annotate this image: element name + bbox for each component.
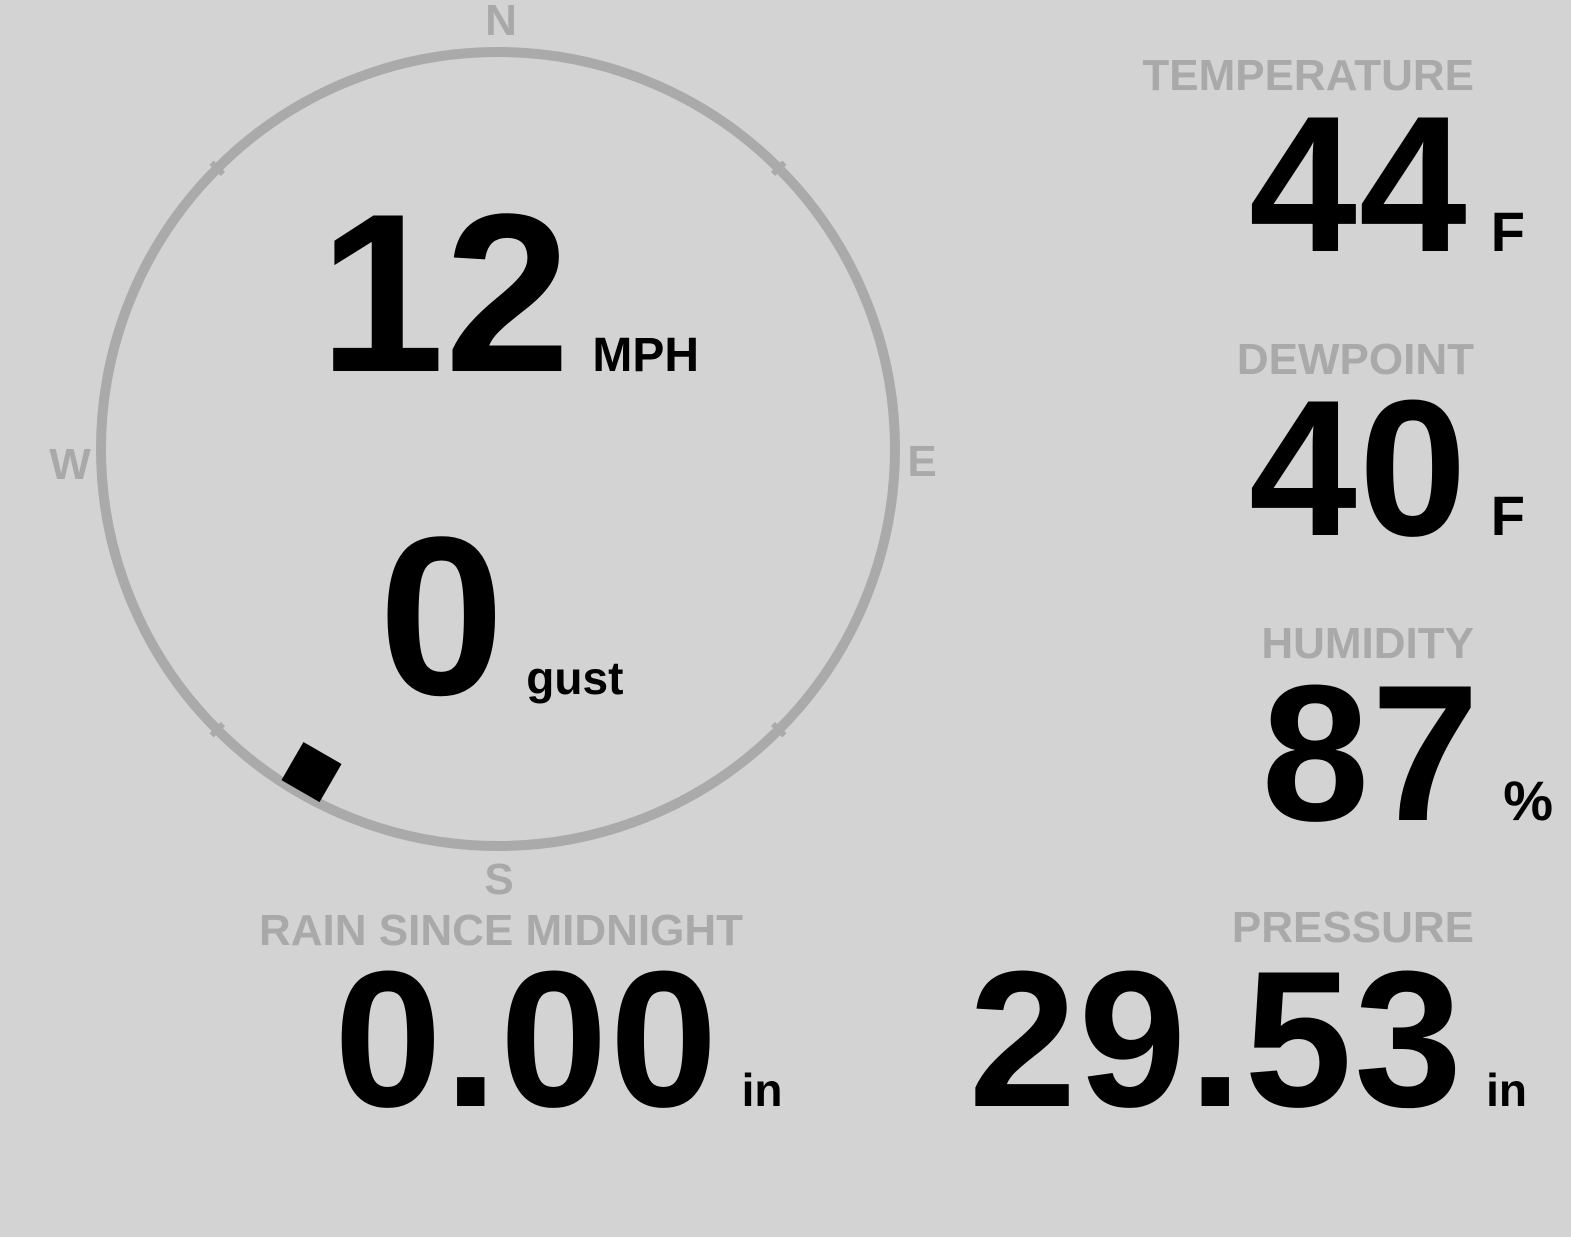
temperature-reading: 44 F <box>1249 88 1525 282</box>
humidity-reading: 87 % <box>1261 657 1553 851</box>
wind-gust-value: 0 <box>378 489 505 742</box>
compass-e: E <box>907 437 937 486</box>
humidity-value: 87 <box>1261 645 1482 862</box>
compass-ring <box>96 47 900 851</box>
dewpoint-value: 40 <box>1248 360 1469 577</box>
rain-value: 0.00 <box>334 931 720 1148</box>
temperature-unit: F <box>1490 200 1525 263</box>
temperature-label: TEMPERATURE <box>1142 51 1474 100</box>
wind-gust-label: gust <box>526 652 624 704</box>
dewpoint-unit: F <box>1490 484 1525 547</box>
wind-gust: 0 gust <box>0 503 1002 729</box>
temperature-value: 44 <box>1248 76 1469 293</box>
compass-tick <box>770 160 787 177</box>
pressure-label: PRESSURE <box>1231 903 1474 952</box>
rain-label: RAIN SINCE MIDNIGHT <box>259 906 743 955</box>
compass-w: W <box>49 440 91 489</box>
wind-direction-marker <box>281 741 342 803</box>
rain-unit: in <box>741 1064 783 1116</box>
humidity-unit: % <box>1503 769 1553 832</box>
compass-tick <box>209 160 226 177</box>
wind-speed-unit: MPH <box>592 329 700 382</box>
humidity-label: HUMIDITY <box>1261 619 1474 668</box>
compass-n: N <box>485 0 517 45</box>
rain-reading: 0.00 in <box>334 943 782 1137</box>
compass-tick <box>770 721 787 738</box>
compass-s: S <box>484 855 514 904</box>
wind-speed-value: 12 <box>318 166 571 419</box>
compass-tick <box>209 721 226 738</box>
pressure-reading: 29.53 in <box>969 943 1527 1137</box>
pressure-value: 29.53 <box>968 931 1465 1148</box>
pressure-unit: in <box>1486 1064 1527 1116</box>
dewpoint-reading: 40 F <box>1249 372 1525 566</box>
dewpoint-label: DEWPOINT <box>1236 335 1474 384</box>
wind-speed: 12 MPH <box>0 180 1018 406</box>
